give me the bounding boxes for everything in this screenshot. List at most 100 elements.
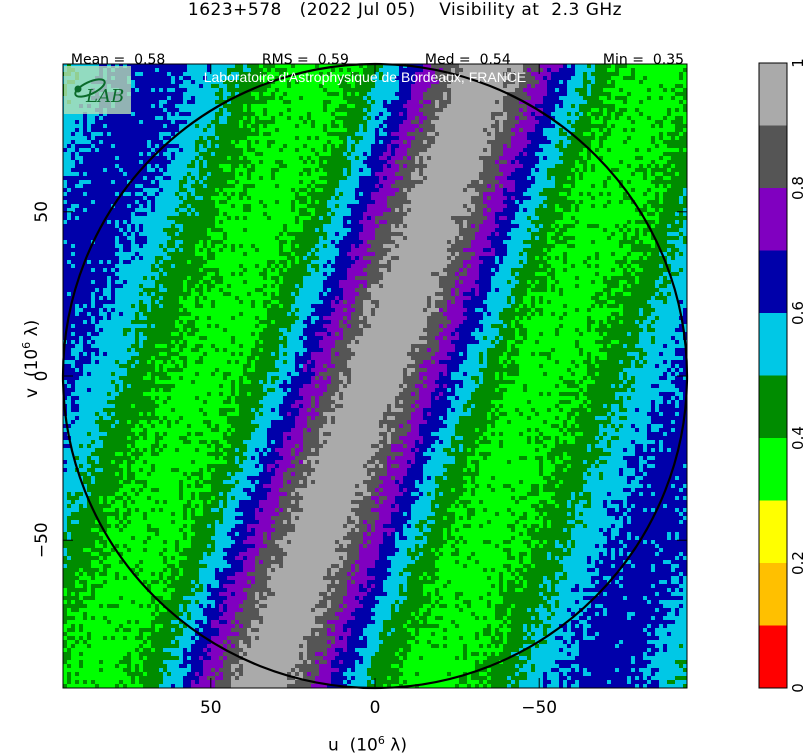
heatmap-cell bbox=[459, 144, 463, 148]
heatmap-cell bbox=[627, 116, 631, 120]
heatmap-cell bbox=[667, 152, 671, 156]
heatmap-cell bbox=[195, 168, 199, 172]
heatmap-cell bbox=[447, 160, 451, 164]
heatmap-cell bbox=[131, 128, 135, 132]
heatmap-cell bbox=[335, 120, 339, 124]
heatmap-cell bbox=[567, 84, 571, 88]
heatmap-cell bbox=[387, 164, 391, 168]
heatmap-cell bbox=[543, 96, 547, 100]
heatmap-cell bbox=[275, 140, 279, 144]
heatmap-cell bbox=[543, 176, 547, 180]
heatmap-cell bbox=[127, 156, 131, 160]
heatmap-cell bbox=[275, 88, 279, 92]
heatmap-cell bbox=[319, 136, 323, 140]
heatmap-cell bbox=[651, 164, 655, 168]
heatmap-cell bbox=[67, 128, 71, 132]
heatmap-cell bbox=[255, 132, 259, 136]
heatmap-cell bbox=[307, 108, 311, 112]
heatmap-cell bbox=[535, 160, 539, 164]
heatmap-cell bbox=[463, 120, 467, 124]
heatmap-cell bbox=[683, 168, 687, 172]
heatmap-cell bbox=[171, 160, 175, 164]
heatmap-cell bbox=[215, 168, 219, 172]
heatmap-cell bbox=[591, 168, 595, 172]
heatmap-cell bbox=[443, 140, 447, 144]
heatmap-cell bbox=[503, 124, 507, 128]
heatmap-cell bbox=[531, 92, 535, 96]
heatmap-cell bbox=[419, 144, 423, 148]
heatmap-cell bbox=[523, 136, 527, 140]
heatmap-cell bbox=[407, 100, 411, 104]
heatmap-cell bbox=[199, 132, 203, 136]
heatmap-cell bbox=[419, 160, 423, 164]
heatmap-cell bbox=[235, 140, 239, 144]
heatmap-cell bbox=[627, 140, 631, 144]
heatmap-cell bbox=[451, 148, 455, 152]
heatmap-cell bbox=[483, 184, 487, 188]
heatmap-cell bbox=[591, 116, 595, 120]
heatmap-cell bbox=[663, 128, 667, 132]
heatmap-cell bbox=[275, 164, 279, 168]
heatmap-cell bbox=[651, 156, 655, 160]
heatmap-cell bbox=[459, 112, 463, 116]
heatmap-cell bbox=[379, 148, 383, 152]
heatmap-cell bbox=[531, 176, 535, 180]
heatmap-cell bbox=[479, 164, 483, 168]
heatmap-cell bbox=[575, 104, 579, 108]
heatmap-cell bbox=[199, 64, 203, 68]
heatmap-cell bbox=[275, 128, 279, 132]
heatmap-cell bbox=[231, 188, 235, 192]
heatmap-cell bbox=[339, 108, 343, 112]
heatmap-cell bbox=[515, 164, 519, 168]
heatmap-cell bbox=[559, 188, 563, 192]
heatmap-cell bbox=[507, 120, 511, 124]
heatmap-cell bbox=[647, 120, 651, 124]
heatmap-cell bbox=[199, 164, 203, 168]
heatmap-cell bbox=[455, 140, 459, 144]
heatmap-cell bbox=[403, 132, 407, 136]
heatmap-cell bbox=[135, 68, 139, 72]
heatmap-cell bbox=[503, 164, 507, 168]
heatmap-cell bbox=[307, 64, 311, 68]
heatmap-cell bbox=[575, 108, 579, 112]
heatmap-cell bbox=[623, 84, 627, 88]
heatmap-cell bbox=[639, 88, 643, 92]
heatmap-cell bbox=[351, 164, 355, 168]
heatmap-cell bbox=[63, 184, 67, 188]
heatmap-cell bbox=[395, 160, 399, 164]
heatmap-cell bbox=[451, 184, 455, 188]
heatmap-cell bbox=[627, 72, 631, 76]
heatmap-cell bbox=[547, 160, 551, 164]
heatmap-cell bbox=[383, 148, 387, 152]
heatmap-cell bbox=[151, 132, 155, 136]
heatmap-cell bbox=[159, 64, 163, 68]
heatmap-cell bbox=[679, 64, 683, 68]
heatmap-cell bbox=[239, 156, 243, 160]
heatmap-cell bbox=[655, 172, 659, 176]
heatmap-cell bbox=[575, 124, 579, 128]
heatmap-cell bbox=[287, 116, 291, 120]
heatmap-cell bbox=[603, 136, 607, 140]
heatmap-cell bbox=[287, 88, 291, 92]
heatmap-cell bbox=[131, 64, 135, 68]
heatmap-cell bbox=[63, 152, 67, 156]
heatmap-cell bbox=[467, 168, 471, 172]
heatmap-cell bbox=[331, 188, 335, 192]
heatmap-cell bbox=[331, 88, 335, 92]
heatmap-cell bbox=[635, 96, 639, 100]
heatmap-cell bbox=[159, 76, 163, 80]
heatmap-cell bbox=[515, 104, 519, 108]
heatmap-cell bbox=[243, 96, 247, 100]
heatmap-cell bbox=[639, 72, 643, 76]
heatmap-cell bbox=[83, 120, 87, 124]
heatmap-cell bbox=[103, 188, 107, 192]
heatmap-cell bbox=[679, 112, 683, 116]
heatmap-cell bbox=[407, 88, 411, 92]
heatmap-cell bbox=[303, 104, 307, 108]
heatmap-cell bbox=[207, 88, 211, 92]
heatmap-cell bbox=[219, 184, 223, 188]
heatmap-cell bbox=[411, 180, 415, 184]
heatmap-cell bbox=[199, 180, 203, 184]
heatmap-cell bbox=[191, 140, 195, 144]
heatmap-cell bbox=[431, 120, 435, 124]
